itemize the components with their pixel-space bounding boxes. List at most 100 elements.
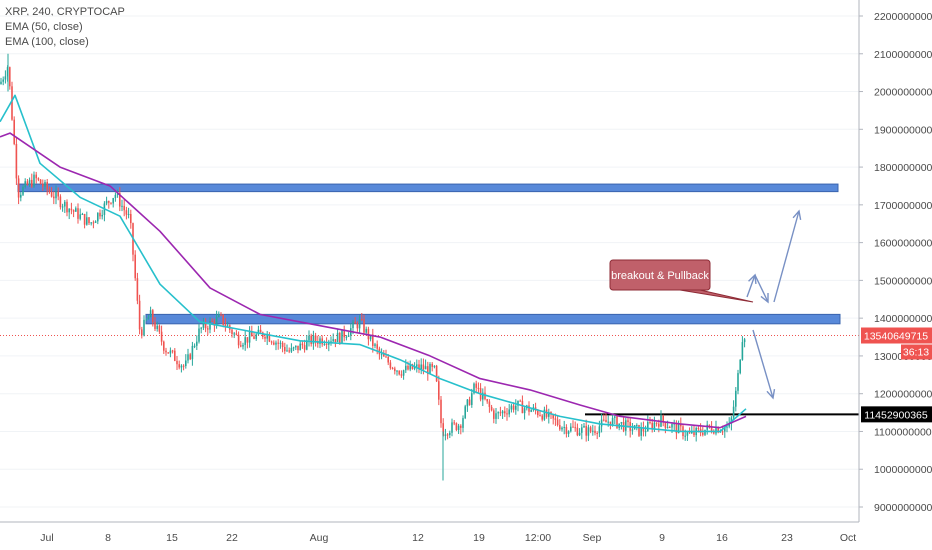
candle-body — [211, 320, 213, 322]
candle-body — [600, 419, 603, 427]
candle-body — [75, 208, 77, 212]
candle-body — [607, 421, 609, 423]
candle-body — [677, 423, 680, 434]
x-tick-label: Sep — [583, 532, 602, 544]
candle-body — [457, 425, 460, 430]
candle-body — [292, 347, 295, 349]
candle-body — [165, 350, 167, 353]
candle-body — [385, 356, 387, 358]
x-tick-label: 23 — [781, 532, 793, 544]
candle-body — [226, 325, 229, 327]
candle-body — [631, 429, 634, 431]
candle-body — [187, 354, 189, 361]
candle-body — [383, 354, 385, 357]
resistance-zone — [145, 313, 841, 325]
y-tick-label: 12000000000 — [874, 389, 932, 401]
candle-body — [202, 321, 205, 328]
candle-body — [640, 427, 642, 436]
candle-body — [680, 423, 682, 427]
annotation-text: breakout & Pullback — [611, 270, 709, 282]
candle-body — [737, 373, 739, 391]
y-tick-label: 22000000000 — [874, 11, 932, 23]
candle-body — [352, 321, 354, 329]
candle-body — [735, 390, 737, 407]
candle-body — [90, 222, 92, 224]
candle-body — [240, 345, 242, 347]
x-tick-label: 19 — [473, 532, 485, 544]
y-tick-label: 10000000000 — [874, 464, 932, 476]
candle-body — [394, 368, 396, 372]
candle-body — [125, 210, 128, 215]
candle-body — [336, 332, 339, 343]
candle-body — [44, 181, 46, 187]
candle-body — [339, 332, 341, 343]
candle-body — [28, 179, 31, 185]
candle-body — [356, 323, 359, 329]
candle-body — [273, 342, 275, 345]
candle-body — [581, 427, 583, 433]
candle-body — [519, 400, 521, 402]
candle-body — [59, 196, 62, 208]
candle-body — [193, 345, 196, 347]
candle-body — [724, 427, 726, 432]
ema-lines — [0, 94, 747, 433]
y-tick-label: 18000000000 — [874, 162, 932, 174]
candle-body — [528, 405, 530, 412]
x-tick-label: 16 — [716, 532, 728, 544]
legend-symbol[interactable]: XRP, 240, CRYPTOCAP — [5, 6, 125, 18]
ema50-line — [0, 94, 747, 433]
candle-body — [666, 427, 669, 429]
candle-body — [182, 365, 185, 367]
candle-body — [33, 174, 35, 187]
candle-body — [369, 334, 372, 340]
candle-body — [297, 345, 299, 351]
candle-body — [627, 420, 629, 422]
candle-body — [57, 191, 59, 197]
candle-body — [420, 364, 422, 370]
candle-body — [486, 399, 488, 402]
candle-body — [70, 208, 73, 211]
candle-body — [598, 426, 601, 434]
candle-body — [64, 201, 66, 207]
candle-body — [35, 174, 37, 179]
y-tick-label: 21000000000 — [874, 49, 932, 61]
x-tick-label: Aug — [310, 532, 329, 544]
candle-body — [314, 335, 317, 342]
candle-body — [552, 414, 554, 419]
candle-body — [138, 300, 141, 330]
candle-body — [433, 365, 436, 367]
candle-body — [176, 360, 178, 365]
candle-body — [620, 422, 623, 424]
candle-body — [596, 432, 598, 434]
y-tick-label: 17000000000 — [874, 200, 932, 212]
candle-body — [449, 432, 451, 436]
candle-body — [156, 325, 158, 329]
candle-body — [405, 365, 407, 371]
legend-ema50[interactable]: EMA (50, close) — [5, 21, 83, 33]
candle-body — [554, 418, 557, 420]
candle-body — [688, 432, 691, 434]
candle-body — [178, 364, 180, 368]
ema100-line — [0, 132, 747, 429]
candle-body — [473, 383, 475, 394]
candle-body — [726, 426, 728, 428]
candle-body — [94, 221, 97, 223]
candle-body — [4, 76, 7, 80]
candle-body — [13, 119, 15, 144]
candle-body — [669, 427, 671, 429]
y-tick-label: 16000000000 — [874, 238, 932, 250]
candle-body — [42, 184, 44, 187]
candle-body — [235, 333, 238, 335]
candle-body — [616, 416, 618, 428]
candle-body — [79, 214, 81, 219]
candle-body — [66, 201, 68, 213]
candle-body — [603, 419, 605, 421]
candle-body — [455, 423, 458, 430]
candle-body — [295, 345, 297, 348]
candle-body — [204, 321, 207, 329]
legend-ema100[interactable]: EMA (100, close) — [5, 36, 89, 48]
candle-body — [290, 347, 293, 352]
candle-body — [427, 366, 429, 375]
